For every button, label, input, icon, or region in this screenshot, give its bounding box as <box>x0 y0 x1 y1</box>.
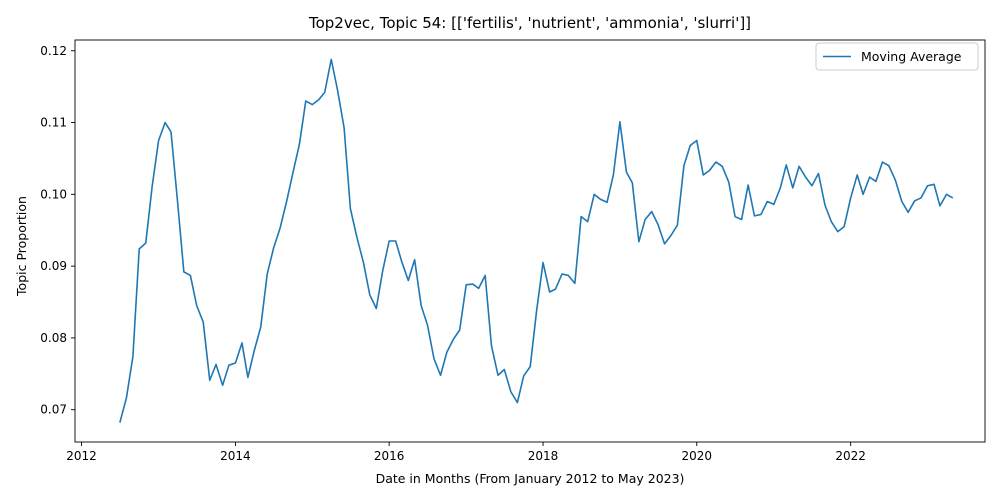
x-axis-label: Date in Months (From January 2012 to May… <box>376 471 685 486</box>
axes-frame <box>74 39 986 443</box>
y-tick-label: 0.08 <box>40 331 67 345</box>
x-tick-label: 2012 <box>66 449 97 463</box>
y-axis: 0.07 0.08 0.09 0.10 0.11 0.12 <box>40 44 75 417</box>
y-tick-label: 0.10 <box>40 187 67 201</box>
chart-title: Top2vec, Topic 54: [['fertilis', 'nutrie… <box>308 14 751 32</box>
series-line-moving-average <box>119 58 954 423</box>
y-tick-label: 0.11 <box>40 116 67 130</box>
x-tick-label: 2020 <box>681 449 712 463</box>
x-axis: 2012 2014 2016 2018 2020 2022 <box>66 442 866 463</box>
y-tick-label: 0.12 <box>40 44 67 58</box>
legend: Moving Average <box>815 42 979 71</box>
x-tick-label: 2014 <box>220 449 251 463</box>
y-tick-label: 0.09 <box>40 259 67 273</box>
y-axis-label: Topic Proportion <box>14 196 29 297</box>
x-tick-label: 2018 <box>528 449 559 463</box>
plot-area <box>119 58 954 423</box>
y-tick-label: 0.07 <box>40 403 67 417</box>
legend-label: Moving Average <box>861 49 962 64</box>
x-tick-label: 2016 <box>374 449 405 463</box>
x-tick-label: 2022 <box>835 449 866 463</box>
legend-box <box>815 42 979 71</box>
